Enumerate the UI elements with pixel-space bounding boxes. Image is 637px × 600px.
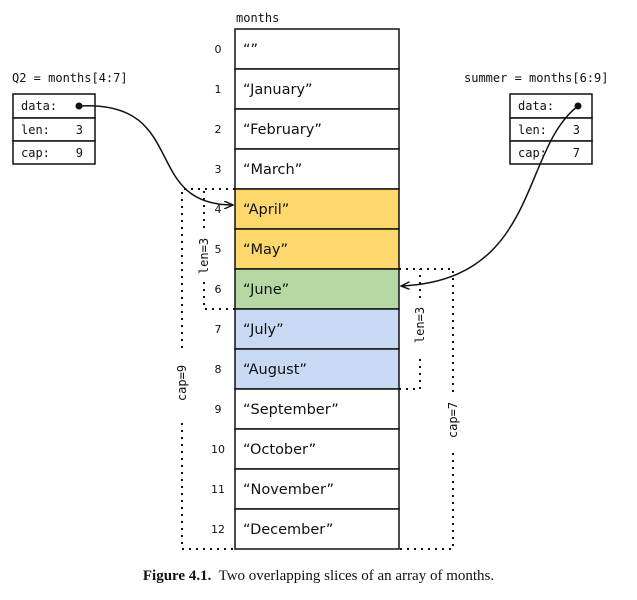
array-cell: 10 “October” [211,428,400,470]
cell-index: 5 [215,243,222,256]
cell-index: 8 [215,363,222,376]
array-cell: 4 “April” [215,188,400,230]
field-label: cap: [518,146,547,160]
field-value: 3 [573,123,580,137]
field-value: 3 [76,123,83,137]
cell-index: 4 [215,203,222,216]
cell-index: 6 [215,283,222,296]
cell-value: “July” [243,322,284,338]
array-cell: 5 “May” [215,228,400,270]
array-cell: 3 “March” [215,148,400,190]
cell-index: 0 [215,43,222,56]
cell-box [234,188,400,230]
cell-index: 2 [215,123,222,136]
q2-data-arrow [78,105,233,205]
cell-index: 12 [211,523,225,536]
cell-value: “” [243,42,258,58]
cell-value: “May” [243,242,288,258]
q2-slice-header: data: len: 3 cap: 9 [12,93,96,165]
field-label: data: [518,99,554,113]
cell-value: “November” [243,482,334,498]
q2-title: Q2 = months[4:7] [12,71,128,85]
field-label: len: [21,123,50,137]
array-cell: 2 “February” [215,108,400,150]
cell-value: “October” [243,442,316,458]
summer-data-arrow [401,105,579,286]
cell-box [234,508,400,550]
cell-index: 1 [215,83,222,96]
array-title: months [236,11,279,25]
summer-len-bracket [399,269,421,390]
array-cell: 1 “January” [215,68,400,110]
cell-box [234,348,400,390]
cell-value: “April” [243,202,289,218]
summer-cap-label: cap=7 [446,402,460,438]
cell-index: 10 [211,443,225,456]
field-label: cap: [21,146,50,160]
field-value: 9 [76,146,83,160]
array-cell: 0 “” [215,28,400,70]
summer-title: summer = months[6:9] [464,71,609,85]
field-value: 7 [573,146,580,160]
array-cell: 8 “August” [215,348,400,390]
summer-slice-header: data: len: 3 cap: 7 [509,93,593,165]
cell-value: “June” [243,282,289,298]
q2-len-label: len=3 [197,238,211,274]
array-cell: 6 “June” [215,268,400,310]
cell-value: “August” [243,362,307,378]
cell-box [234,468,400,510]
cell-value: “March” [243,162,302,178]
array-cell: 7 “July” [215,308,400,350]
cell-box [234,428,400,470]
q2-cap-label: cap=9 [175,365,189,401]
array-cell: 11 “November” [211,468,400,510]
cell-index: 11 [211,483,225,496]
array-cells: 0 “” 1 “January” 2 “February” 3 “March” 4 “April”… [211,28,400,550]
cell-index: 9 [215,403,222,416]
cell-box [234,388,400,430]
array-cell: 9 “September” [215,388,400,430]
cell-box [234,108,400,150]
field-label: data: [21,99,57,113]
cell-value: “December” [243,522,333,538]
cell-index: 3 [215,163,222,176]
figure-label: Figure 4.1. [142,568,212,584]
cell-box [234,68,400,110]
array-cell: 12 “December” [211,508,400,550]
cell-value: “February” [243,122,322,138]
figure-caption: Figure 4.1. Two overlapping slices of an… [0,568,637,585]
summer-len-label: len=3 [413,307,427,343]
cell-value: “January” [243,82,313,98]
field-box [12,140,96,165]
cell-index: 7 [215,323,222,336]
figure-caption-text: Two overlapping slices of an array of mo… [218,568,495,584]
cell-value: “September” [243,402,339,418]
field-label: len: [518,123,547,137]
cell-box [234,28,400,70]
